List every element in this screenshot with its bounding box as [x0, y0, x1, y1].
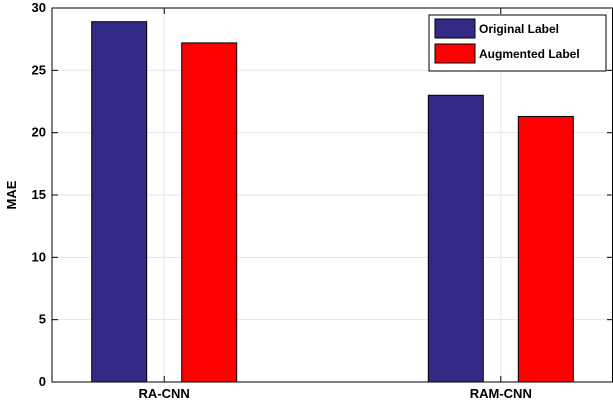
y-tick-label: 0	[39, 374, 46, 389]
legend-swatch	[434, 18, 476, 39]
bar-original-label	[91, 21, 148, 383]
legend: Original Label Augmented Label	[428, 14, 607, 72]
bar-augmented-label	[517, 115, 574, 383]
x-tick-label: RA-CNN	[139, 386, 190, 401]
y-axis-label: MAE	[4, 180, 19, 209]
bar-augmented-label	[181, 42, 238, 383]
y-tick-label: 15	[32, 187, 46, 202]
y-tick-label: 20	[32, 125, 46, 140]
bars	[91, 21, 574, 383]
y-tick-label: 5	[39, 312, 46, 327]
legend-entry-label: Augmented Label	[479, 47, 580, 61]
legend-swatch	[434, 43, 476, 64]
axis-ticks: 0 5 10 15 20 25 30 RA-CNN RAM-CNN	[32, 0, 613, 401]
bar-original-label	[427, 94, 484, 383]
y-tick-label: 10	[32, 249, 46, 264]
y-tick-label: 30	[32, 0, 46, 15]
x-tick-label: RAM-CNN	[470, 386, 532, 401]
y-tick-label: 25	[32, 62, 46, 77]
legend-entry-label: Original Label	[479, 22, 559, 36]
